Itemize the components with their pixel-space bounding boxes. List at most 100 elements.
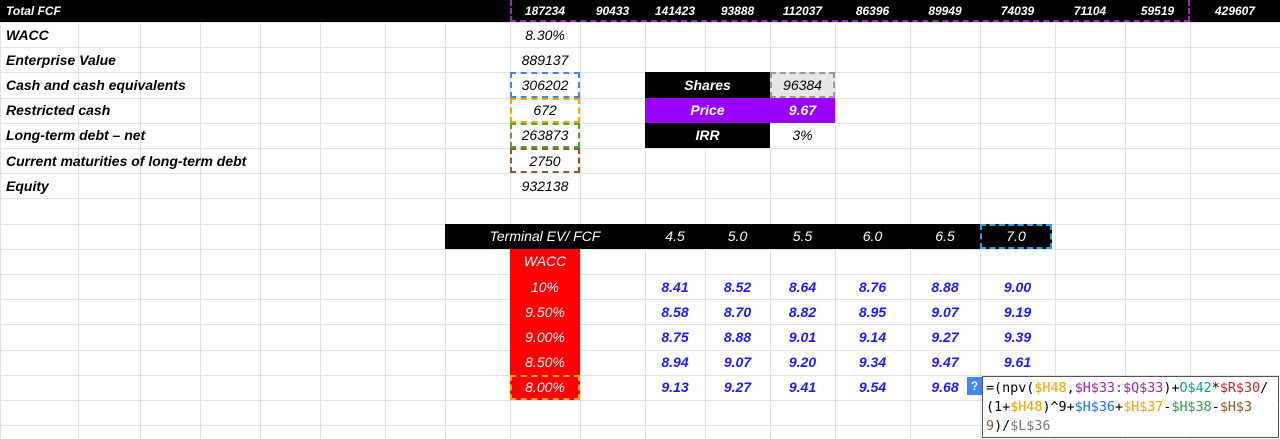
sensitivity-value: 9.20 [788, 354, 817, 371]
header-band [0, 0, 1280, 22]
input-value: 306202 [510, 72, 580, 98]
grid-line [835, 0, 836, 439]
row-header: 9.00% [510, 324, 580, 350]
fcf-value: 59519 [1140, 4, 1175, 18]
sensitivity-value: 8.88 [723, 328, 752, 345]
sensitivity-value: 9.14 [858, 328, 887, 345]
range-highlight [510, 0, 1190, 22]
fcf-value: 429607 [1214, 4, 1256, 18]
fcf-value: 141423 [654, 4, 696, 18]
grid-line [0, 148, 1280, 149]
sensitivity-value: 8.70 [723, 303, 752, 320]
sensitivity-value: 8.88 [931, 278, 959, 295]
column-header: 7.0 [980, 223, 1052, 249]
valuation-label: Shares [645, 72, 770, 98]
input-value: 672 [510, 97, 580, 123]
sensitivity-value: 8.95 [858, 303, 887, 320]
row-header: 10% [510, 274, 580, 300]
formula-token: $R$30 [1219, 381, 1261, 396]
grid-line [0, 72, 1280, 74]
formula-tooltip: =(npv($H48,$H$33:$Q$33)+O$42*$R$30/(1+$H… [982, 376, 1279, 438]
sensitivity-value: 9.19 [1003, 303, 1032, 320]
input-value: 932138 [521, 177, 569, 194]
grid-line [1055, 0, 1056, 439]
sensitivity-value: 9.07 [723, 354, 752, 371]
grid-line [705, 0, 706, 439]
grid-line [0, 0, 1, 439]
sensitivity-value: 9.34 [858, 354, 887, 371]
table-header-band [445, 223, 1052, 249]
grid-line [0, 324, 1280, 326]
input-value: 263873 [510, 122, 580, 148]
row-header: 9.50% [510, 299, 580, 325]
grid-line [385, 0, 386, 439]
grid-line [0, 198, 1280, 200]
formula-token: - [1211, 400, 1220, 415]
row-label: Restricted cash [6, 102, 111, 119]
grid-line [0, 274, 1280, 275]
sensitivity-value: 8.94 [661, 354, 689, 371]
grid-line [140, 0, 141, 439]
formula-token: )/ [994, 419, 1011, 434]
formula-token: , [1066, 381, 1075, 396]
formula-token: * [1211, 381, 1220, 396]
sensitivity-value: 9.27 [931, 328, 959, 345]
formula-token: $H$37 [1123, 400, 1164, 415]
grid-line [770, 0, 771, 439]
valuation-value: 9.67 [770, 97, 835, 123]
table-corner: Terminal EV/ FCF [489, 228, 601, 245]
grid-line [78, 0, 79, 439]
grid-line [0, 400, 1280, 401]
valuation-label: IRR [645, 122, 770, 148]
valuation-value: 3% [770, 122, 835, 148]
column-header: 6.5 [935, 228, 955, 245]
formula-token: O$42 [1179, 381, 1212, 396]
sensitivity-value: 9.01 [788, 328, 817, 345]
row-header: 8.00% [510, 374, 580, 400]
grid-line [260, 0, 261, 439]
fcf-value: 74039 [1000, 4, 1035, 18]
sensitivity-value: 9.54 [858, 379, 887, 396]
formula-help-badge[interactable]: ? [967, 377, 982, 395]
fcf-value: 93888 [720, 4, 755, 18]
row-label: Equity [6, 177, 49, 194]
column-header: 5.5 [792, 228, 813, 245]
sensitivity-value: 9.41 [788, 379, 817, 396]
row-label: Current maturities of long-term debt [6, 152, 247, 169]
input-value: 2750 [510, 148, 580, 174]
grid-line [0, 248, 1280, 250]
sensitivity-value: 9.27 [723, 379, 752, 396]
grid-line [645, 0, 646, 439]
sensitivity-value: 9.68 [931, 379, 959, 396]
formula-token: $H$38 [1171, 400, 1212, 415]
grid-line [0, 374, 1280, 376]
formula-token: - [1163, 400, 1172, 415]
grid-line [445, 0, 446, 439]
formula-token: $H48 [1010, 400, 1043, 415]
grid-line [0, 22, 1280, 23]
grid-line [1190, 0, 1191, 439]
fcf-value: 86396 [855, 4, 890, 18]
formula-token: )^9+ [1042, 400, 1075, 415]
grid-line [0, 425, 1280, 427]
input-value: 889137 [521, 51, 569, 68]
sensitivity-value: 9.39 [1003, 328, 1032, 345]
sensitivity-value: 9.07 [931, 303, 959, 320]
grid-line [910, 0, 911, 439]
fcf-value: 187234 [524, 4, 566, 18]
sensitivity-value: 8.75 [661, 328, 689, 345]
row-label: Long-term debt – net [6, 127, 146, 144]
grid-line [980, 0, 981, 439]
formula-token: /(1+ [986, 381, 1269, 415]
grid-line [0, 173, 1280, 175]
row-label: Total FCF [6, 4, 61, 18]
formula-token: $H$36 [1074, 400, 1115, 415]
sensitivity-value: 9.00 [1003, 278, 1032, 295]
column-header: 5.0 [727, 228, 748, 245]
fcf-value: 89949 [928, 4, 962, 18]
column-header: 4.5 [665, 228, 685, 245]
column-header: 6.0 [862, 228, 883, 245]
row-header: WACC [510, 248, 580, 274]
formula-token: $L$36 [1010, 419, 1051, 434]
